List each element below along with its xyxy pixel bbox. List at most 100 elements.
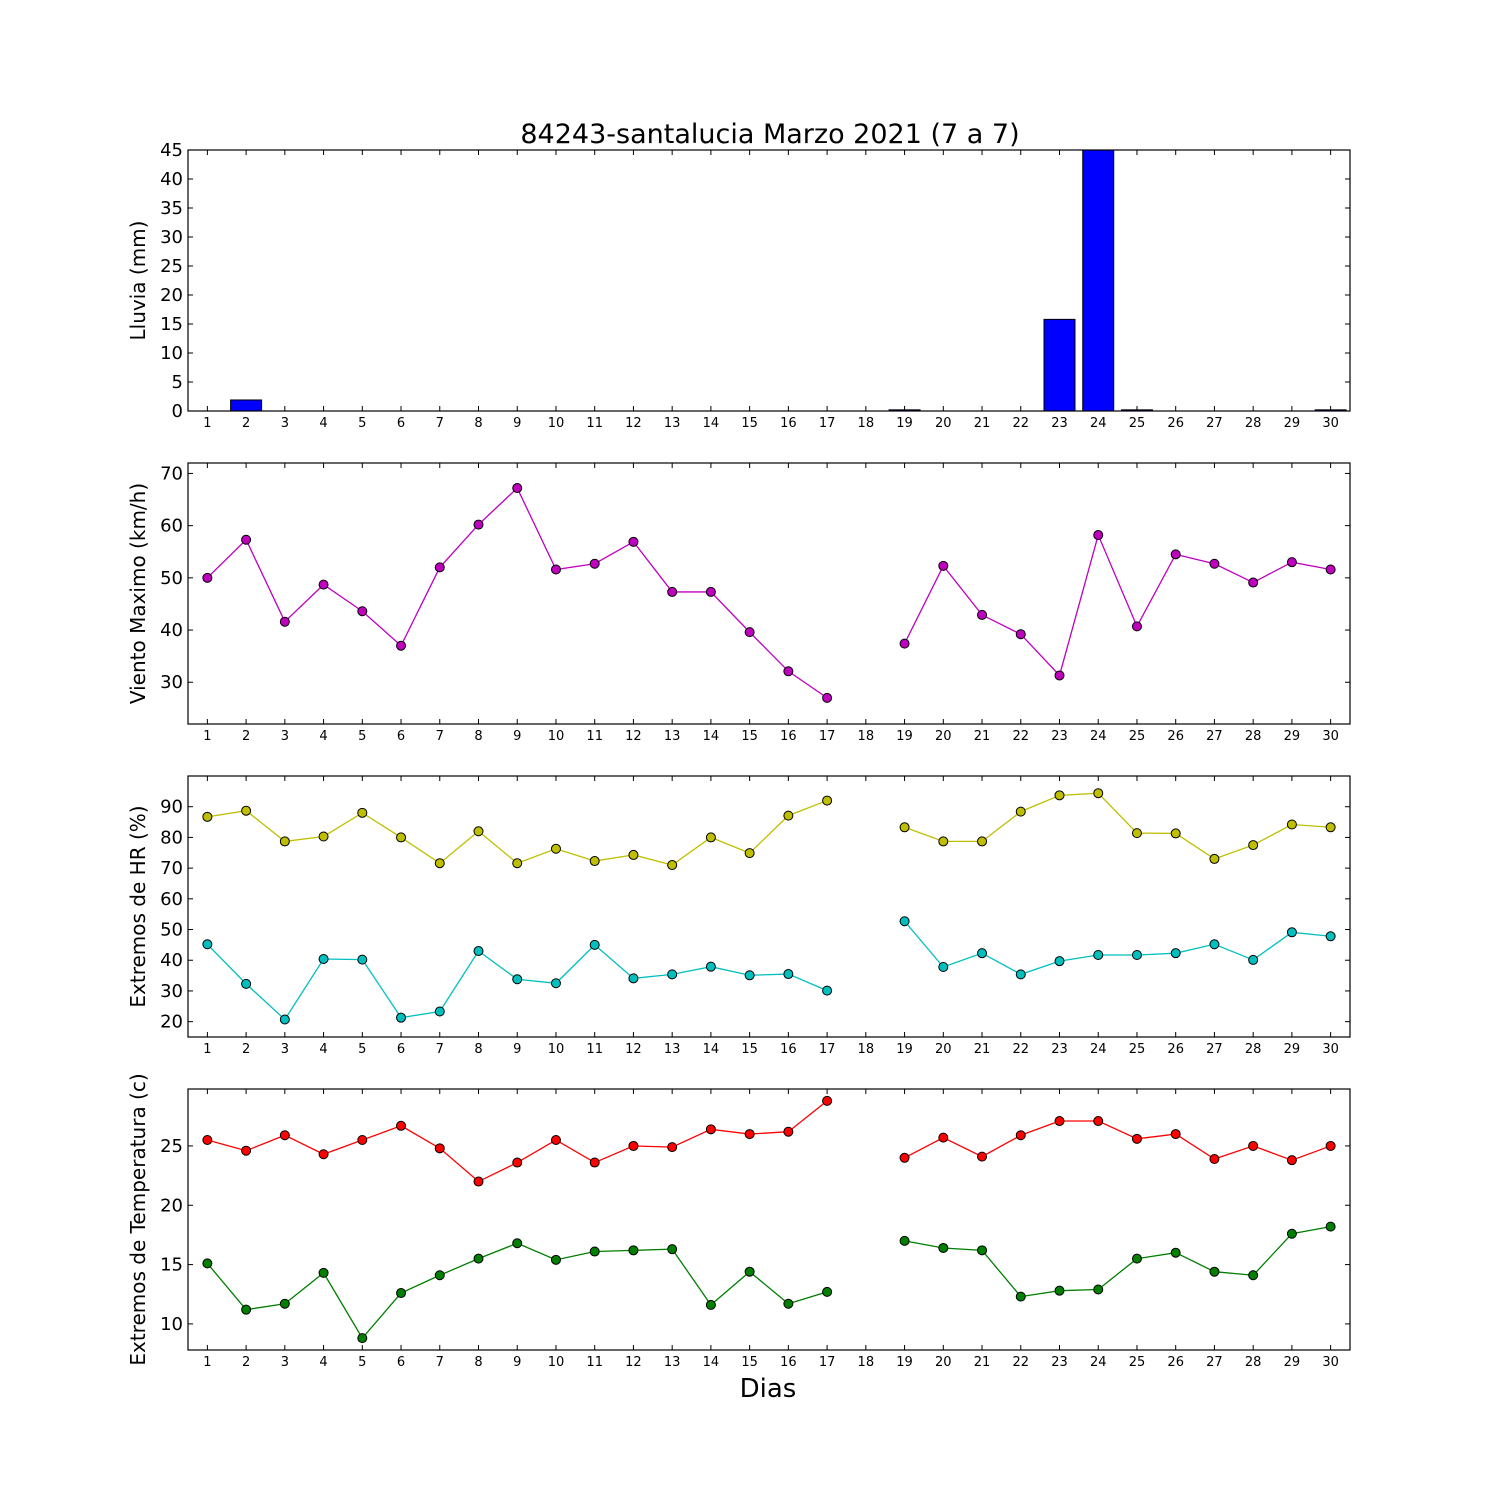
- lluvia-xtick-label: 18: [858, 416, 875, 431]
- humedad-series-1-point-day-10: [550, 843, 561, 854]
- temperatura-series-1-point-day-11: [589, 1157, 600, 1168]
- humedad-xtick-label: 22: [1012, 1042, 1029, 1057]
- humedad-xtick-label: 13: [664, 1042, 681, 1057]
- lluvia-xtick-label: 17: [819, 416, 836, 431]
- humedad-ytick-label: 60: [160, 889, 183, 910]
- temperatura-series-2-point-day-29: [1286, 1228, 1297, 1239]
- humedad-xtick-label: 24: [1090, 1042, 1107, 1057]
- temperatura-series-1-point-day-12: [628, 1140, 639, 1151]
- temperatura-xtick-label: 9: [513, 1355, 521, 1370]
- viento-xtick-label: 29: [1284, 729, 1301, 744]
- temperatura-xtick-label: 10: [548, 1355, 565, 1370]
- viento-xtick-label: 22: [1012, 729, 1029, 744]
- humedad-xtick-label: 20: [935, 1042, 952, 1057]
- viento-xtick-label: 30: [1322, 729, 1339, 744]
- humedad-xtick-label: 10: [548, 1042, 565, 1057]
- temperatura-series-2-point-day-8: [473, 1253, 484, 1264]
- temperatura-series-2-point-day-10: [550, 1254, 561, 1265]
- humedad-xtick-label: 15: [741, 1042, 758, 1057]
- viento-series-1-point-day-3: [279, 616, 290, 627]
- humedad-series-2-point-day-7: [434, 1006, 445, 1017]
- humedad-ytick-label: 30: [160, 981, 183, 1002]
- temperatura-xtick-label: 14: [703, 1355, 720, 1370]
- viento-series-1-point-day-23: [1054, 670, 1065, 681]
- humedad-series-1-point-day-3: [279, 836, 290, 847]
- viento-series-1-point-day-1: [202, 572, 213, 583]
- viento-xtick-label: 4: [319, 729, 327, 744]
- humedad-series-2-point-day-24: [1093, 950, 1104, 961]
- humedad-series-1-point-day-29: [1286, 819, 1297, 830]
- temperatura-series-1-point-day-8: [473, 1176, 484, 1187]
- temperatura-series-1-point-day-17: [822, 1095, 833, 1106]
- humedad-series-1-point-day-12: [628, 849, 639, 860]
- humedad-xtick-label: 12: [625, 1042, 642, 1057]
- viento-series-1-point-day-15: [744, 627, 755, 638]
- humedad-series-1-point-day-22: [1015, 806, 1026, 817]
- temperatura-xtick-label: 21: [974, 1355, 991, 1370]
- temperatura-series-2-point-day-20: [938, 1242, 949, 1253]
- temperatura-xtick-label: 15: [741, 1355, 758, 1370]
- humedad-xtick-label: 14: [703, 1042, 720, 1057]
- temperatura-xtick-label: 1: [203, 1355, 211, 1370]
- humedad-series-1-point-day-2: [241, 805, 252, 816]
- temperatura-xtick-label: 20: [935, 1355, 952, 1370]
- humedad-series-2-point-day-9: [512, 974, 523, 985]
- lluvia-xtick-label: 22: [1012, 416, 1029, 431]
- humedad-series-1-line: [207, 799, 828, 866]
- lluvia-ytick-label: 10: [160, 343, 183, 364]
- humedad-ytick-label: 50: [160, 920, 183, 941]
- viento-series-1-point-day-20: [938, 560, 949, 571]
- viento-series-1-point-day-2: [241, 534, 252, 545]
- temperatura-series-1-point-day-15: [744, 1129, 755, 1140]
- humedad-series-2-point-day-30: [1325, 931, 1336, 942]
- lluvia-xtick-label: 23: [1051, 416, 1068, 431]
- viento-ytick-label: 60: [160, 516, 183, 537]
- viento-xtick-label: 14: [703, 729, 720, 744]
- temperatura-series-1-point-day-4: [318, 1149, 329, 1160]
- humedad-series-1-point-day-9: [512, 858, 523, 869]
- bar-day-2: [230, 399, 263, 412]
- temperatura-series-1-point-day-21: [977, 1151, 988, 1162]
- humedad-series-1-point-day-4: [318, 831, 329, 842]
- temperatura-series-2-line: [904, 1225, 1331, 1298]
- lluvia-xtick-label: 12: [625, 416, 642, 431]
- temperatura-plot-frame: [187, 1088, 1351, 1351]
- viento-xtick-label: 25: [1129, 729, 1146, 744]
- temperatura-series-2-point-day-3: [279, 1298, 290, 1309]
- temperatura-series-2-point-day-1: [202, 1258, 213, 1269]
- humedad-series-2-point-day-25: [1131, 950, 1142, 961]
- lluvia-xtick-label: 2: [242, 416, 250, 431]
- temperatura-series-2-point-day-16: [783, 1298, 794, 1309]
- viento-series-1-point-day-7: [434, 562, 445, 573]
- humedad-xtick-label: 4: [319, 1042, 327, 1057]
- temperatura-series-1-point-day-14: [705, 1124, 716, 1135]
- viento-xtick-label: 24: [1090, 729, 1107, 744]
- humedad-series-2-point-day-14: [705, 961, 716, 972]
- temperatura-series-2-point-day-17: [822, 1286, 833, 1297]
- temperatura-series-2-point-day-21: [977, 1245, 988, 1256]
- humedad-ytick-label: 40: [160, 950, 183, 971]
- viento-series-1-point-day-6: [396, 640, 407, 651]
- lluvia-xtick-label: 21: [974, 416, 991, 431]
- viento-xtick-label: 18: [858, 729, 875, 744]
- temperatura-series-1-point-day-9: [512, 1157, 523, 1168]
- viento-xtick-label: 28: [1245, 729, 1262, 744]
- viento-series-1-point-day-11: [589, 558, 600, 569]
- lluvia-xtick-label: 20: [935, 416, 952, 431]
- viento-series-1-point-day-16: [783, 666, 794, 677]
- viento-series-1-point-day-5: [357, 606, 368, 617]
- humedad-series-1-point-day-7: [434, 858, 445, 869]
- humedad-series-1-point-day-30: [1325, 822, 1336, 833]
- lluvia-xtick-label: 26: [1167, 416, 1184, 431]
- lluvia-xtick-label: 9: [513, 416, 521, 431]
- viento-xtick-label: 27: [1206, 729, 1223, 744]
- humedad-xtick-label: 21: [974, 1042, 991, 1057]
- temperatura-series-1-point-day-27: [1209, 1153, 1220, 1164]
- temperatura-xtick-label: 24: [1090, 1355, 1107, 1370]
- temperatura-xtick-label: 4: [319, 1355, 327, 1370]
- temperatura-series-2-point-day-6: [396, 1288, 407, 1299]
- lluvia-xtick-label: 30: [1322, 416, 1339, 431]
- humedad-series-2-point-day-27: [1209, 939, 1220, 950]
- humedad-series-2-point-day-29: [1286, 927, 1297, 938]
- temperatura-series-1-point-day-2: [241, 1145, 252, 1156]
